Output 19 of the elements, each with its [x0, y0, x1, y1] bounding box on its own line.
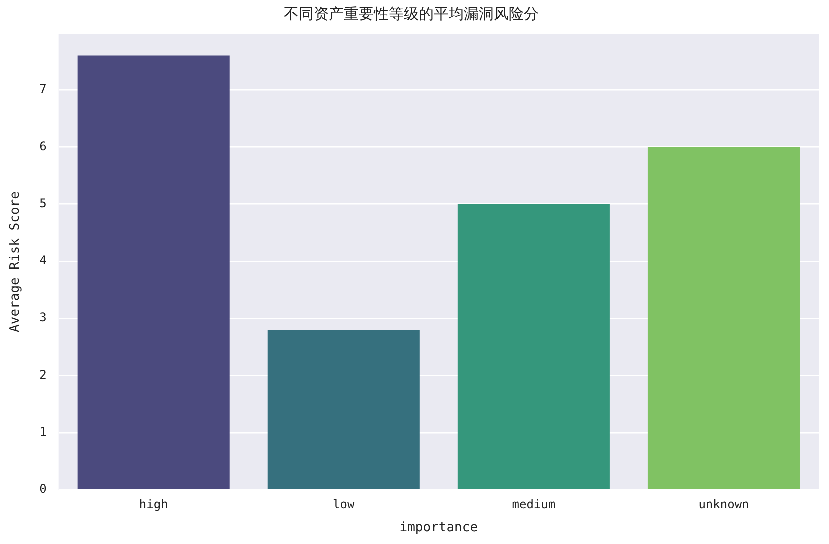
y-tick-label: 4 [40, 254, 47, 268]
bar [648, 147, 800, 490]
y-tick-label: 1 [40, 424, 47, 439]
y-tick-label: 6 [40, 139, 47, 154]
bar [78, 56, 230, 490]
bar [458, 204, 610, 490]
y-tick-label: 7 [40, 82, 47, 96]
y-axis-title: Average Risk Score [8, 191, 24, 332]
y-tick-label: 3 [40, 310, 47, 325]
bar [268, 330, 420, 490]
x-tick-label: low [333, 497, 356, 512]
x-tick-label: unknown [698, 497, 750, 512]
x-tick-label: medium [512, 497, 556, 512]
y-tick-label: 5 [40, 196, 47, 210]
y-tick-label: 2 [40, 368, 47, 382]
y-tick-label: 0 [40, 482, 47, 496]
x-tick-label: high [139, 497, 168, 512]
x-axis-title: importance [400, 520, 478, 536]
chart-title: 不同资产重要性等级的平均漏洞风险分 [284, 4, 539, 23]
